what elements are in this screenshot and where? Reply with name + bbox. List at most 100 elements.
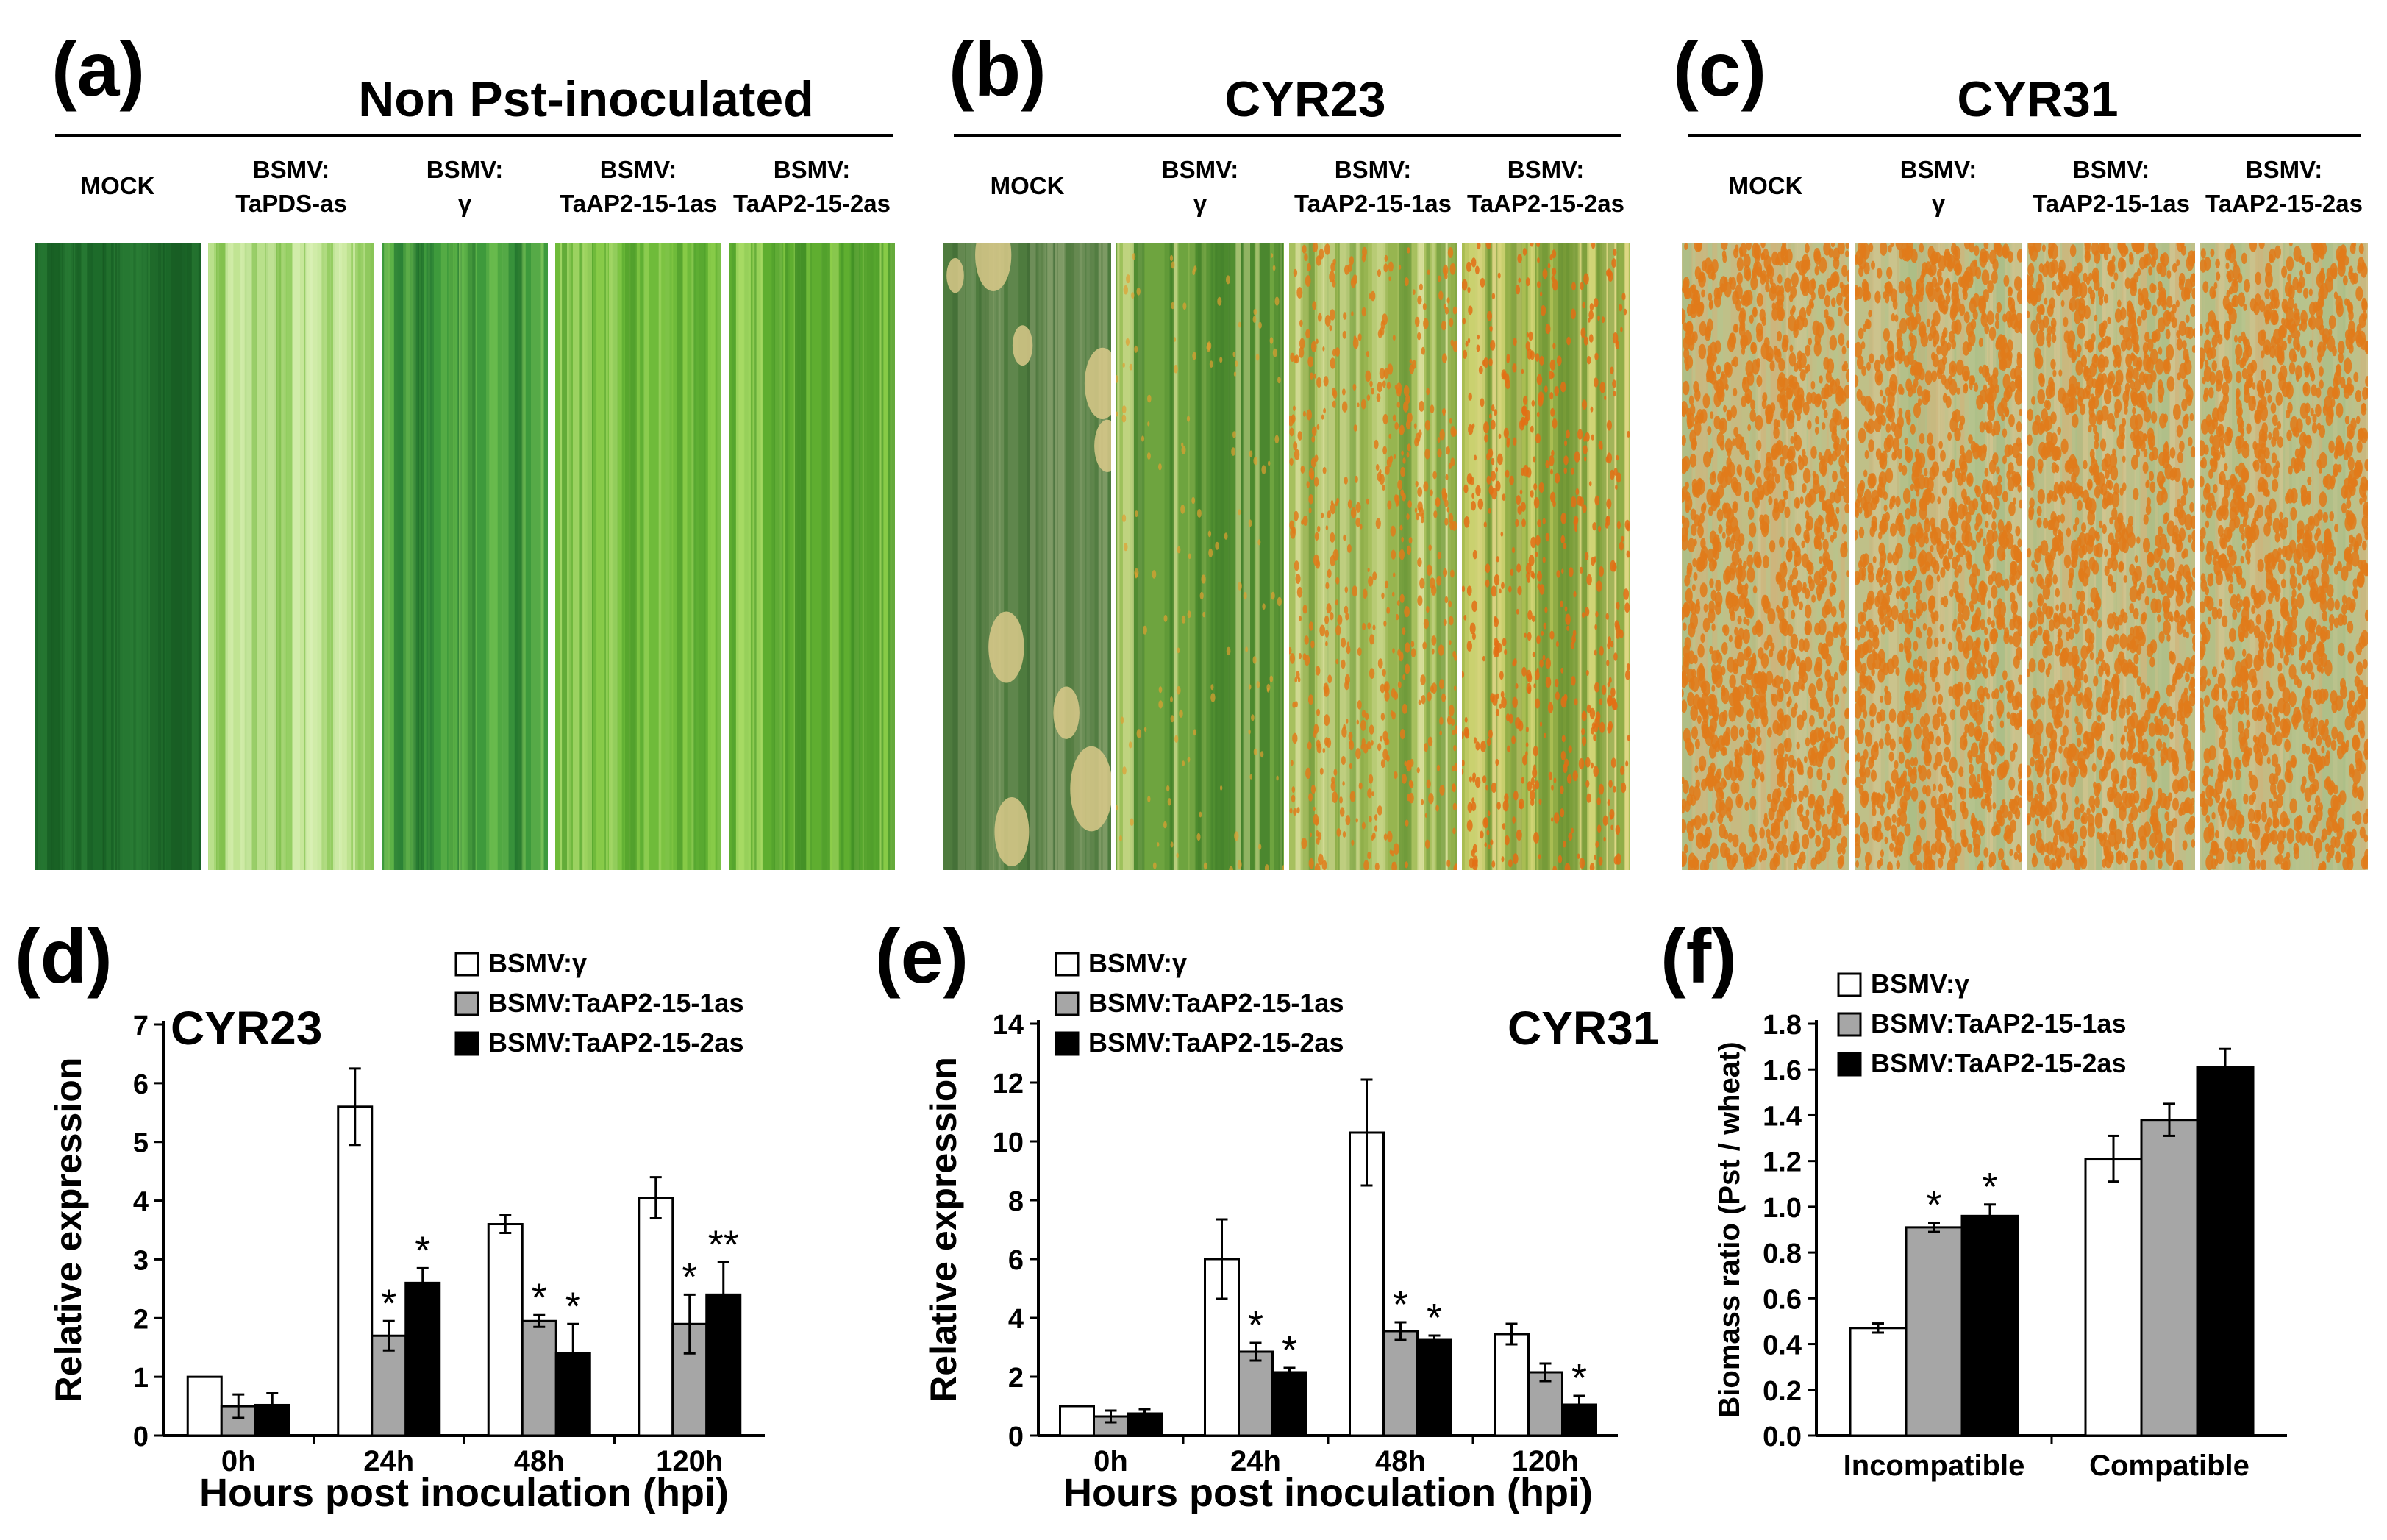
x-tick-label: 24h <box>1230 1445 1281 1477</box>
leaf-lesions <box>1116 253 1284 870</box>
legend-label: BSMV:TaAP2-15-2as <box>1871 1048 2126 1078</box>
error-bar <box>1394 1321 1407 1341</box>
significance-asterisk: * <box>381 1281 396 1325</box>
bar <box>1382 1330 1419 1437</box>
leaf-label-line: γ <box>1932 190 1946 217</box>
bar <box>1905 1226 1963 1437</box>
leaf-label: MOCK <box>81 172 155 199</box>
error-bar <box>1573 1394 1585 1415</box>
panel-letter: (d) <box>15 914 113 999</box>
significance-asterisk: * <box>565 1284 581 1328</box>
error-bar <box>416 1266 429 1299</box>
leaf-image <box>2200 243 2368 870</box>
bar <box>186 1375 223 1437</box>
error-bar <box>1505 1322 1518 1346</box>
chart-d: (d) CYR23 0 1 2 3 4 5 6 7 Relative expression 0h 24h… <box>15 914 765 1515</box>
panel-letter: (a) <box>51 27 145 113</box>
chart-f: (f) 0.0 0.2 0.4 0.6 0.8 1.0 1.2 1.4 1.6 1.8 Biomass… <box>1660 914 2287 1482</box>
x-tick-label: 0h <box>221 1445 256 1477</box>
panel-title: CYR31 <box>1957 71 2118 127</box>
leaf-lesions <box>1855 243 2022 870</box>
bar <box>2084 1158 2143 1437</box>
legend-swatch <box>454 1031 479 1056</box>
leaf-label: BSMV: γ <box>1900 156 1977 217</box>
y-tick-label: 1 <box>133 1363 149 1394</box>
y-tick-label: 10 <box>993 1127 1024 1158</box>
bar <box>404 1281 441 1437</box>
x-tick-label: 24h <box>363 1445 414 1477</box>
leaf-lesions <box>2200 243 2368 870</box>
leaf-image <box>1682 243 1849 870</box>
legend-swatch <box>1055 952 1080 977</box>
error-bar <box>717 1261 729 1328</box>
significance-marks: *** **** <box>381 1222 739 1328</box>
leaf-label-line: BSMV: <box>253 156 330 183</box>
leaf-lesions <box>1682 243 1849 870</box>
leaf-lesions <box>1289 243 1457 870</box>
leaf-label: BSMV: TaAP2-15-1as <box>2033 156 2190 217</box>
error-bar <box>1138 1408 1151 1419</box>
significance-asterisk: ** <box>708 1222 739 1266</box>
leaf-veins <box>37 243 201 870</box>
leaf-veins <box>560 243 721 870</box>
leaf-label-line: BSMV: <box>2073 156 2150 183</box>
x-tick-label: 48h <box>514 1445 565 1477</box>
leaf-image <box>1116 243 1284 870</box>
leaf-label-line: BSMV: <box>1335 156 1412 183</box>
leaf-image <box>382 243 548 870</box>
error-bar <box>1872 1322 1884 1334</box>
leaf-label-line: BSMV: <box>774 156 851 183</box>
bar <box>1960 1214 2019 1437</box>
bar <box>638 1197 674 1437</box>
leaf-label: MOCK <box>991 172 1065 199</box>
legend-label: BSMV:γ <box>1088 948 1187 978</box>
legend-label: BSMV:TaAP2-15-2as <box>1088 1027 1344 1058</box>
leaf-label: MOCK <box>1729 172 1803 199</box>
leaf-label-line: γ <box>458 190 472 217</box>
y-ticks: 0.0 0.2 0.4 0.6 0.8 1.0 1.2 1.4 1.6 1.8 <box>1763 1010 1816 1452</box>
legend-swatch <box>1837 1012 1862 1037</box>
y-tick-label: 8 <box>1008 1186 1024 1217</box>
leaf-label-line: BSMV: <box>1900 156 1977 183</box>
x-axis-label: Hours post inoculation (hpi) <box>1063 1471 1593 1515</box>
leaf-image <box>729 243 895 870</box>
leaf-veins <box>952 243 1108 870</box>
bar <box>1494 1333 1530 1437</box>
leaf-label-line: BSMV: <box>1508 156 1585 183</box>
error-bar <box>567 1322 579 1384</box>
legend-swatch <box>1837 972 1862 997</box>
leaf-label: BSMV: TaAP2-15-2as <box>733 156 891 217</box>
y-ticks: 0 1 2 3 4 5 6 7 <box>133 1010 163 1452</box>
legend-label: BSMV:TaAP2-15-1as <box>488 988 743 1018</box>
y-axis-label: Relative expression <box>48 1058 89 1403</box>
leaf-label-line: BSMV: <box>1162 156 1239 183</box>
legend-label: BSMV:γ <box>1871 969 1969 999</box>
leaf-lesions <box>946 243 1111 866</box>
y-tick-label: 3 <box>133 1245 149 1276</box>
significance-marks: * * <box>1926 1165 1997 1227</box>
legend-label: BSMV:TaAP2-15-1as <box>1871 1008 2126 1038</box>
leaf-label-line: BSMV: <box>427 156 504 183</box>
leaf-image <box>1462 243 1630 870</box>
leaf-label: BSMV: TaAP2-15-1as <box>560 156 717 217</box>
y-tick-label: 0.2 <box>1763 1376 1802 1407</box>
error-bar <box>649 1176 662 1220</box>
bar <box>1238 1350 1274 1437</box>
x-tick-label: 48h <box>1375 1445 1426 1477</box>
error-bar <box>1216 1218 1228 1300</box>
y-tick-label: 4 <box>1008 1304 1024 1335</box>
error-bar <box>1105 1409 1117 1424</box>
error-bar <box>232 1393 245 1419</box>
bar <box>2196 1066 2255 1437</box>
bar <box>1849 1327 1908 1437</box>
leaf-veins <box>1464 243 1630 870</box>
y-tick-label: 0.6 <box>1763 1284 1802 1315</box>
y-tick-label: 6 <box>133 1069 149 1100</box>
significance-asterisk: * <box>532 1275 547 1319</box>
leaf-veins <box>731 243 895 870</box>
error-bar <box>1360 1078 1373 1187</box>
bars <box>186 1067 742 1437</box>
error-bar <box>499 1214 512 1234</box>
y-tick-label: 0.4 <box>1763 1330 1802 1361</box>
leaf-label-line: TaAP2-15-1as <box>1294 190 1452 217</box>
